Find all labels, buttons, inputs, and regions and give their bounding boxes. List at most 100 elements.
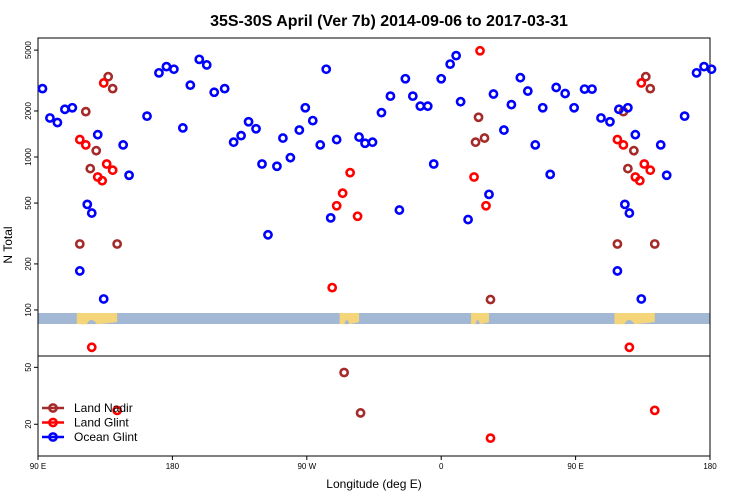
data-point — [337, 188, 348, 199]
data-point — [463, 214, 473, 225]
sea-inlet — [344, 320, 350, 324]
data-point — [86, 208, 97, 218]
data-point — [436, 73, 447, 84]
data-point — [294, 125, 305, 135]
data-point — [636, 78, 647, 88]
data-point — [422, 101, 433, 112]
data-point — [80, 106, 91, 117]
data-point — [560, 88, 571, 99]
data-point — [92, 129, 103, 140]
x-tick-label: 180 — [166, 462, 180, 471]
data-point — [142, 111, 152, 122]
data-point — [272, 161, 282, 172]
data-point — [385, 91, 396, 102]
data-point — [400, 73, 411, 84]
data-point — [445, 59, 456, 70]
upper-panel-frame — [37, 37, 711, 357]
data-point — [219, 83, 230, 94]
data-point — [622, 102, 633, 113]
data-point — [479, 133, 490, 143]
data-point — [612, 134, 623, 145]
data-point — [168, 64, 179, 75]
data-point — [307, 115, 318, 126]
data-point — [691, 67, 702, 78]
data-point — [101, 159, 112, 169]
data-point — [649, 405, 660, 416]
data-point — [679, 111, 690, 122]
data-point — [107, 165, 118, 176]
data-point — [569, 102, 580, 113]
x-tick-label: 90 E — [30, 462, 46, 471]
data-point — [661, 170, 672, 181]
data-point — [640, 71, 651, 82]
y-tick-label: 2000 — [24, 102, 33, 120]
data-point — [112, 405, 123, 416]
data-point — [91, 145, 102, 156]
data-point — [251, 123, 261, 134]
data-point — [428, 159, 439, 169]
x-tick-label: 0 — [439, 462, 444, 471]
data-point — [515, 72, 526, 83]
data-point — [587, 84, 597, 94]
data-point — [485, 433, 496, 444]
data-point — [161, 61, 172, 72]
data-point — [614, 104, 624, 115]
y-axis-label: N Total — [1, 226, 15, 263]
data-point — [278, 133, 288, 143]
data-point — [107, 83, 118, 94]
data-point — [352, 211, 363, 222]
x-tick-label: 180 — [703, 462, 717, 471]
data-point — [325, 212, 336, 223]
data-point — [74, 266, 85, 276]
data-point — [488, 89, 499, 99]
data-point — [98, 78, 109, 88]
legend-label: Land Nadir — [74, 401, 133, 415]
land-patch — [471, 313, 489, 325]
x-tick-label: 90 E — [567, 462, 583, 471]
data-point — [209, 87, 220, 98]
data-point — [537, 102, 548, 113]
data-point — [354, 132, 364, 142]
data-point — [236, 130, 246, 141]
sea-inlet — [86, 320, 97, 324]
y-tick-label: 50 — [24, 362, 33, 371]
data-point — [415, 101, 426, 112]
data-point — [699, 61, 709, 72]
y-tick-label: 20 — [24, 419, 33, 428]
data-point — [82, 199, 93, 210]
data-point — [97, 175, 108, 186]
data-point — [645, 83, 656, 94]
y-tick-label: 100 — [24, 303, 33, 317]
data-point — [345, 167, 356, 178]
data-point — [315, 140, 326, 150]
data-point — [331, 134, 342, 145]
data-point — [481, 200, 491, 211]
sea-inlet — [624, 320, 635, 324]
data-point — [407, 91, 418, 102]
data-point — [263, 229, 273, 240]
y-tick-label: 500 — [24, 196, 33, 210]
data-point — [469, 172, 479, 182]
data-point — [624, 342, 635, 353]
data-point — [112, 239, 123, 249]
data-point — [339, 367, 350, 378]
data-point — [470, 137, 481, 148]
data-point — [98, 294, 109, 304]
land-patch — [339, 313, 360, 325]
x-axis: 90 E 180 90 W 0 90 E 180 — [30, 456, 717, 471]
x-tick-label: 90 W — [297, 462, 316, 471]
data-point — [331, 200, 342, 211]
data-point — [185, 80, 196, 91]
data-point — [321, 64, 332, 75]
legend-label: Ocean Glint — [74, 430, 138, 444]
data-point — [596, 113, 606, 123]
data-point — [499, 125, 509, 135]
legend-marker — [48, 403, 58, 413]
y-tick-label: 5000 — [24, 41, 33, 59]
data-point — [177, 123, 188, 133]
data-point — [628, 145, 639, 156]
y-tick-label: 1000 — [24, 148, 33, 166]
data-point — [706, 64, 717, 75]
data-point — [645, 165, 656, 176]
